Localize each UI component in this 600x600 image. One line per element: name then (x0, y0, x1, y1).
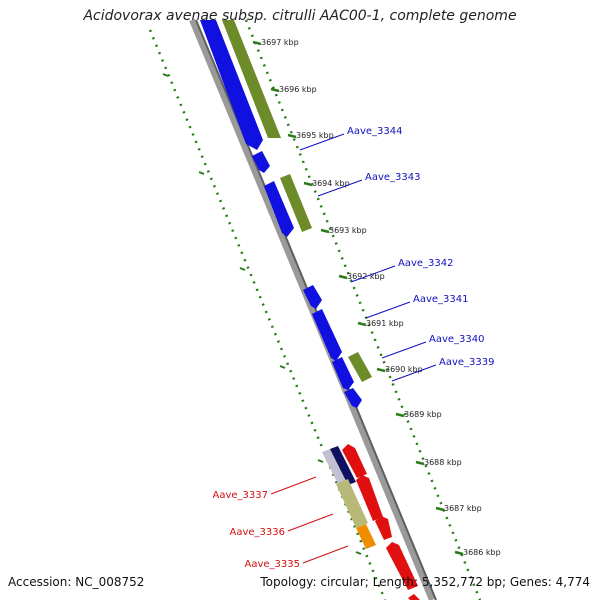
forward-features (200, 20, 372, 408)
leader-line-aave_3340 (381, 341, 427, 359)
reverse-features (322, 444, 420, 600)
gene-label-aave_3340[interactable]: Aave_3340 (429, 334, 485, 345)
feature-gene-3338-dark[interactable] (330, 446, 356, 485)
feature-cds-3335[interactable] (386, 542, 418, 590)
feature-cds-3345[interactable] (200, 20, 263, 150)
tick-mark-3696 (270, 87, 280, 93)
feature-cds-3344[interactable] (252, 151, 270, 173)
feature-cds-3336[interactable] (375, 516, 392, 540)
backbone (189, 18, 437, 600)
feature-cds-3338[interactable] (342, 444, 367, 478)
map-title: Acidovorax avenae subsp. citrulli AAC00-… (83, 8, 517, 24)
leader-line-aave_3335 (302, 545, 349, 564)
feature-cds-3343[interactable] (264, 181, 294, 237)
tick-label-3697: 3697 kbp (261, 38, 299, 47)
feature-cds-3337[interactable] (356, 475, 383, 521)
tick-label-3691: 3691 kbp (366, 319, 404, 328)
tick-label-3690: 3690 kbp (385, 365, 423, 374)
gene-label-aave_3339[interactable]: Aave_3339 (439, 357, 495, 368)
tick-mark-3687 (435, 506, 445, 512)
tick-mark-3688 (415, 460, 425, 466)
leader-line-aave_3336 (287, 513, 334, 532)
gene-label-aave_3335[interactable]: Aave_3335 (245, 559, 301, 570)
gene-label-aave_3336[interactable]: Aave_3336 (230, 527, 286, 538)
tick-label-3687: 3687 kbp (444, 504, 482, 513)
tick-label-3686: 3686 kbp (463, 548, 501, 557)
tick-label-3693: 3693 kbp (329, 226, 367, 235)
tick-label-3696: 3696 kbp (279, 85, 317, 94)
gene-label-aave_3337[interactable]: Aave_3337 (213, 490, 269, 501)
feature-cds-3339[interactable] (344, 388, 362, 408)
tick-mark-3695 (287, 133, 297, 139)
leader-line-aave_3344 (299, 133, 345, 151)
feature-cds-3341b[interactable] (312, 309, 342, 361)
tick-mark-3690 (376, 367, 386, 373)
accession-text: Accession: NC_008752 (8, 575, 145, 589)
feature-cds-3341a[interactable] (303, 285, 322, 309)
leader-line-aave_3343 (317, 179, 363, 197)
gene-label-aave_3342[interactable]: Aave_3342 (398, 258, 454, 269)
tick-label-3689: 3689 kbp (404, 410, 442, 419)
gene-labels: Aave_3344 Aave_3343 Aave_3342 Aave_3341 Aave… (213, 126, 495, 570)
feature-gene-3337[interactable] (336, 479, 368, 528)
leader-line-aave_3342 (350, 265, 396, 283)
tick-mark-3691 (357, 321, 367, 327)
tick-label-3694: 3694 kbp (312, 179, 350, 188)
gene-label-aave_3343[interactable]: Aave_3343 (365, 172, 421, 183)
gene-label-aave_3341[interactable]: Aave_3341 (413, 294, 469, 305)
leader-line-aave_3341 (365, 301, 411, 319)
tick-mark-3689 (395, 412, 405, 418)
feature-gene-3338[interactable] (322, 449, 348, 488)
leader-line-aave_3337 (270, 476, 317, 495)
tick-label-3688: 3688 kbp (424, 458, 462, 467)
genome-summary: Topology: circular; Length: 5,352,772 bp… (260, 575, 590, 589)
feature-cds-3340[interactable] (332, 357, 354, 390)
tick-mark-3686 (454, 550, 464, 556)
gene-label-aave_3344[interactable]: Aave_3344 (347, 126, 403, 137)
outer-dotted-ring (244, 19, 482, 600)
feature-gene-3345[interactable] (222, 20, 281, 138)
leader-line-aave_3339 (391, 364, 437, 382)
feature-cds-3334[interactable] (408, 594, 420, 600)
feature-gene-3336[interactable] (356, 524, 376, 549)
tick-mark-3697 (252, 40, 262, 46)
tick-label-3695: 3695 kbp (296, 131, 334, 140)
inner-ring-dashes (162, 73, 362, 555)
tick-mark-3693 (320, 228, 330, 234)
tick-mark-3692 (338, 274, 348, 280)
tick-mark-3694 (303, 181, 313, 187)
feature-gene-3343[interactable] (280, 174, 312, 232)
feature-gene-3340[interactable] (348, 352, 372, 382)
tick-marks: 3697 kbp 3696 kbp 3695 kbp 3694 kbp 3693 kbp… (252, 38, 501, 557)
